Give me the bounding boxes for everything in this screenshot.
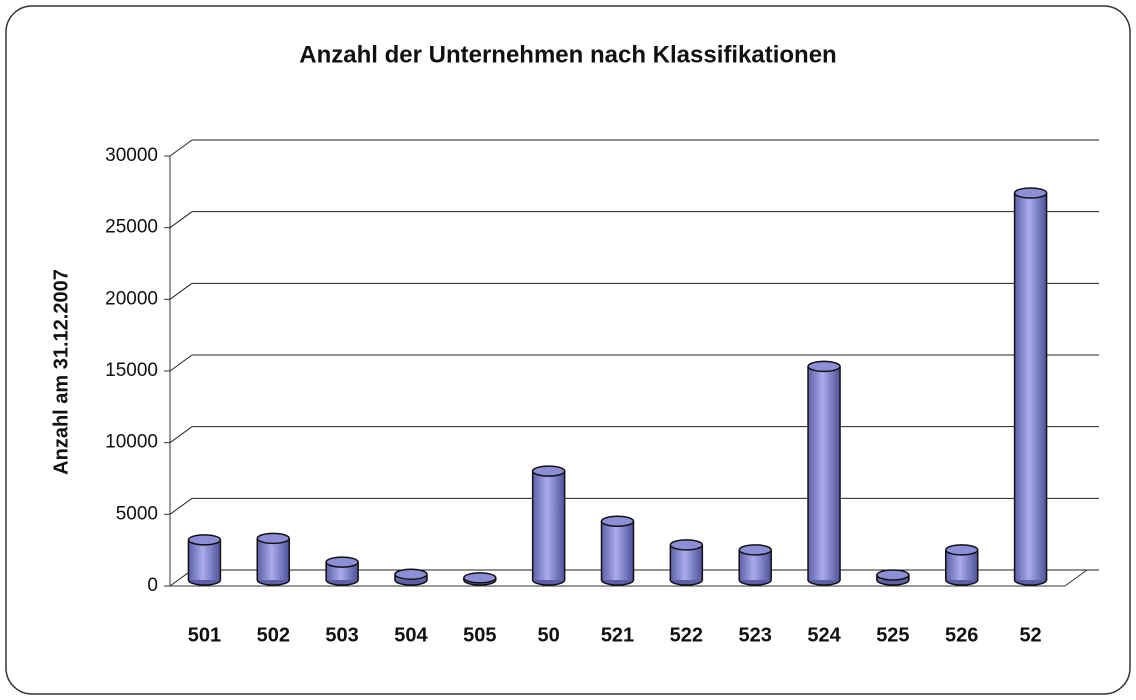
bar-top [187, 534, 222, 546]
x-tick-label: 504 [394, 624, 428, 646]
bar-top [669, 539, 704, 551]
x-tick-label: 503 [325, 624, 358, 646]
bar-top [1013, 187, 1048, 199]
floor-side [1064, 569, 1088, 587]
chart-title: Anzahl der Unternehmen nach Klassifikati… [299, 41, 836, 68]
bar [257, 538, 290, 580]
x-tick-label: 52 [1019, 624, 1041, 646]
x-tick-label: 505 [463, 624, 496, 646]
bar-top [944, 544, 979, 556]
y-tick-label: 5000 [116, 503, 158, 524]
bar-top [876, 569, 910, 581]
bar [1014, 193, 1047, 580]
x-tick-label: 501 [188, 624, 221, 646]
bar-top [600, 515, 635, 527]
x-tick-label: 522 [670, 624, 703, 646]
x-tick-label: 526 [945, 624, 978, 646]
y-tick-label: 30000 [105, 145, 158, 166]
y-axis-label: Anzahl am 31.12.2007 [50, 269, 72, 475]
x-tick-label: 525 [876, 624, 909, 646]
grid-depth [169, 497, 193, 515]
grid-depth [169, 354, 193, 372]
y-tick-label: 10000 [105, 432, 158, 453]
x-tick-label: 50 [538, 624, 560, 646]
bar [601, 521, 634, 580]
bar-top [256, 532, 291, 545]
bar-top [807, 360, 841, 373]
y-tick-label: 25000 [105, 217, 158, 238]
x-tick-label: 524 [807, 624, 841, 646]
x-tick-label: 523 [739, 624, 772, 646]
bar [670, 544, 703, 580]
x-tick-label: 502 [257, 624, 290, 646]
bar [188, 539, 221, 580]
bar-top [394, 568, 428, 581]
bar-top [531, 465, 566, 477]
grid-depth [169, 211, 193, 229]
grid-depth [169, 426, 193, 444]
bar-top [325, 556, 359, 568]
bar-top [738, 544, 772, 556]
y-tick-label: 15000 [105, 360, 158, 381]
bar-top [463, 572, 497, 584]
chart-border [5, 5, 1131, 695]
grid-depth [169, 139, 193, 157]
x-tick-label: 521 [601, 624, 634, 646]
y-tick-label: 0 [147, 575, 158, 596]
grid-depth [169, 282, 193, 300]
bar [532, 471, 565, 580]
bar [808, 366, 841, 580]
y-tick-label: 20000 [105, 288, 158, 309]
